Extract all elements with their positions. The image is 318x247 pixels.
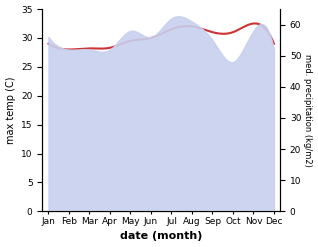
Y-axis label: max temp (C): max temp (C) [5, 76, 16, 144]
Y-axis label: med. precipitation (kg/m2): med. precipitation (kg/m2) [303, 54, 313, 167]
X-axis label: date (month): date (month) [120, 231, 203, 242]
